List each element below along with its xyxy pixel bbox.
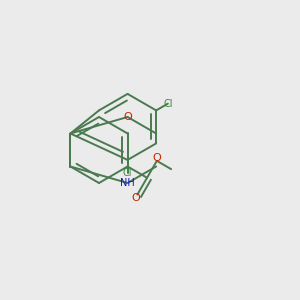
Text: Cl: Cl (123, 168, 132, 178)
Text: NH: NH (120, 178, 135, 188)
Text: O: O (131, 193, 140, 203)
Text: Cl: Cl (163, 99, 172, 109)
Text: O: O (123, 112, 132, 122)
Text: O: O (152, 153, 161, 163)
